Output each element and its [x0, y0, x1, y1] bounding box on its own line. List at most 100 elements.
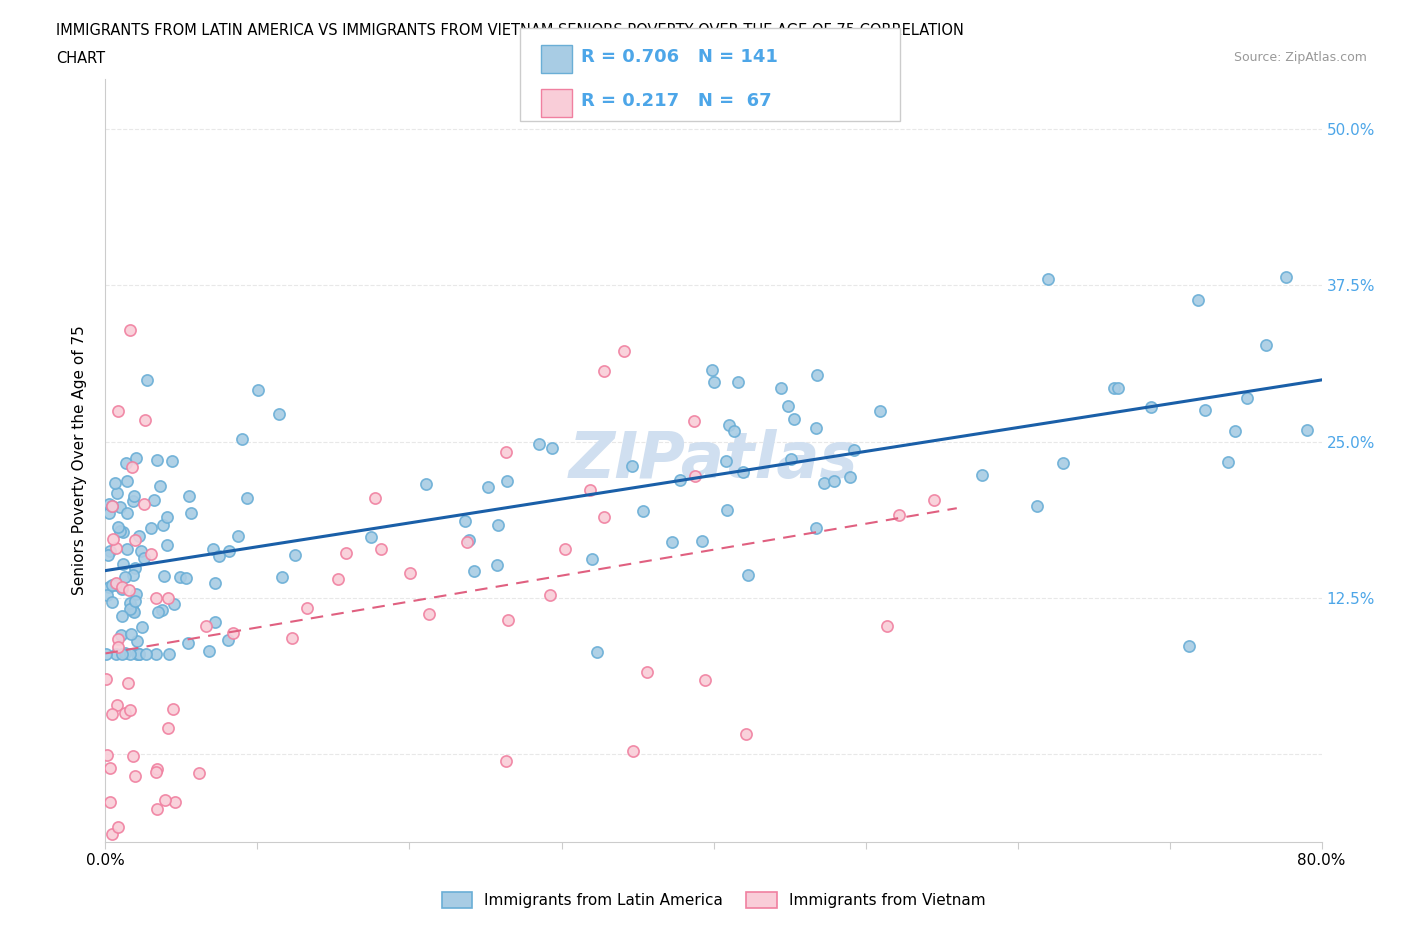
Point — [128, 646, 150, 661]
Point — [703, 375, 725, 390]
Point — [813, 475, 835, 490]
Point — [326, 572, 349, 587]
Point — [122, 567, 145, 582]
Point — [280, 631, 302, 645]
Point — [98, 543, 121, 558]
Point — [804, 420, 827, 435]
Point — [105, 485, 128, 500]
Point — [876, 619, 898, 634]
Y-axis label: Seniors Poverty Over the Age of 75: Seniors Poverty Over the Age of 75 — [72, 326, 87, 595]
Point — [108, 524, 131, 538]
Point — [1295, 423, 1317, 438]
Point — [162, 701, 184, 716]
Point — [101, 578, 124, 592]
Point — [1107, 380, 1129, 395]
Point — [157, 646, 180, 661]
Point — [124, 593, 146, 608]
Text: IMMIGRANTS FROM LATIN AMERICA VS IMMIGRANTS FROM VIETNAM SENIORS POVERTY OVER TH: IMMIGRANTS FROM LATIN AMERICA VS IMMIGRA… — [56, 23, 965, 38]
Point — [118, 582, 141, 597]
Point — [101, 498, 124, 513]
Text: R = 0.217   N =  67: R = 0.217 N = 67 — [581, 92, 772, 111]
Point — [1223, 423, 1246, 438]
Point — [806, 367, 828, 382]
Point — [136, 372, 159, 387]
Text: Source: ZipAtlas.com: Source: ZipAtlas.com — [1233, 51, 1367, 64]
Point — [842, 443, 865, 458]
Point — [593, 509, 616, 524]
Point — [621, 744, 644, 759]
Point — [226, 528, 249, 543]
Point — [98, 505, 121, 520]
Point — [117, 675, 139, 690]
Point — [538, 588, 561, 603]
Point — [180, 506, 202, 521]
Point — [104, 576, 127, 591]
Point — [97, 497, 120, 512]
Point — [1256, 338, 1278, 352]
Point — [1036, 272, 1059, 286]
Point — [271, 570, 294, 585]
Point — [716, 502, 738, 517]
Point — [198, 644, 221, 658]
Point — [723, 423, 745, 438]
Text: ZIPatlas: ZIPatlas — [569, 430, 858, 491]
Point — [621, 458, 644, 473]
Point — [179, 488, 201, 503]
Point — [131, 620, 153, 635]
Point — [769, 380, 792, 395]
Point — [269, 407, 291, 422]
Point — [1026, 498, 1049, 513]
Point — [96, 588, 118, 603]
Point — [108, 499, 131, 514]
Point — [399, 565, 422, 580]
Point — [463, 564, 485, 578]
Point — [114, 705, 136, 720]
Point — [124, 768, 146, 783]
Point — [554, 541, 576, 556]
Point — [146, 452, 169, 467]
Point — [156, 510, 179, 525]
Point — [120, 602, 142, 617]
Point — [236, 491, 259, 506]
Point — [176, 571, 198, 586]
Point — [97, 548, 120, 563]
Point — [613, 343, 636, 358]
Point — [1194, 403, 1216, 418]
Point — [143, 493, 166, 508]
Text: CHART: CHART — [56, 51, 105, 66]
Point — [593, 364, 616, 379]
Point — [101, 594, 124, 609]
Point — [204, 576, 226, 591]
Point — [683, 468, 706, 483]
Point — [145, 591, 167, 605]
Point — [97, 579, 120, 594]
Point — [122, 604, 145, 619]
Point — [204, 615, 226, 630]
Point — [120, 627, 142, 642]
Point — [107, 819, 129, 834]
Point — [734, 726, 756, 741]
Point — [869, 404, 891, 418]
Point — [157, 721, 180, 736]
Point — [114, 569, 136, 584]
Point — [737, 568, 759, 583]
Point — [134, 551, 156, 565]
Point — [94, 671, 117, 686]
Point — [100, 706, 122, 721]
Point — [690, 534, 713, 549]
Point — [157, 591, 180, 605]
Point — [1216, 455, 1239, 470]
Point — [98, 761, 121, 776]
Point — [115, 456, 138, 471]
Point — [121, 749, 143, 764]
Point — [364, 491, 387, 506]
Point — [118, 595, 141, 610]
Point — [127, 633, 149, 648]
Point — [107, 404, 129, 418]
Point — [101, 827, 124, 842]
Point — [718, 418, 741, 432]
Point — [145, 762, 167, 777]
Point — [104, 540, 127, 555]
Point — [122, 494, 145, 509]
Point — [135, 646, 157, 661]
